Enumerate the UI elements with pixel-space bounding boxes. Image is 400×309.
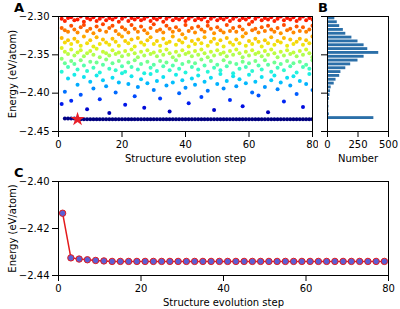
svg-text:Energy (eV/atom): Energy (eV/atom) [7,30,18,118]
svg-text:40: 40 [179,139,192,150]
svg-text:20: 20 [116,139,129,150]
svg-text:0: 0 [55,283,61,294]
html-text:C: C [14,165,24,180]
html-text:B: B [318,0,328,15]
svg-text:0: 0 [324,139,330,150]
svg-text:−2.40: −2.40 [18,175,50,187]
svg-text:20: 20 [135,283,148,294]
svg-text:Number: Number [338,153,379,164]
svg-text:80: 80 [306,139,319,150]
svg-text:Structure evolution step: Structure evolution step [125,153,246,164]
svg-text:80: 80 [382,283,395,294]
svg-text:−2.44: −2.44 [19,270,50,281]
svg-text:250: 250 [348,139,367,150]
svg-text:60: 60 [243,139,256,150]
html-text:A: A [14,0,25,15]
svg-text:−2.42: −2.42 [19,223,50,234]
svg-text:−2.35: −2.35 [19,49,50,60]
svg-text:Energy (eV/atom): Energy (eV/atom) [7,184,18,272]
svg-text:40: 40 [217,283,230,294]
svg-text:Structure evolution step: Structure evolution step [163,297,284,308]
svg-text:−2.30: −2.30 [18,10,50,22]
svg-text:−2.40: −2.40 [19,87,50,98]
svg-text:0: 0 [55,139,61,150]
svg-text:−2.45: −2.45 [19,126,50,137]
svg-text:500: 500 [379,139,398,150]
svg-text:60: 60 [300,283,313,294]
